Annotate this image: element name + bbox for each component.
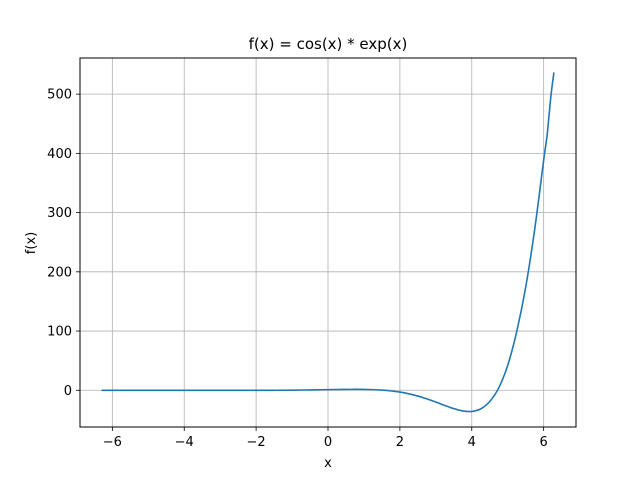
x-tick-label: 4 [468, 435, 476, 450]
y-axis-title: f(x) [24, 232, 39, 254]
y-tick-label: 400 [47, 147, 72, 162]
x-axis-title: x [324, 456, 332, 471]
grid [80, 58, 576, 427]
y-tick-label: 500 [47, 88, 72, 103]
x-tick-label: −4 [175, 435, 194, 450]
series-line-0 [101, 72, 555, 413]
ticks: −6 −4 −2 0 2 4 6 0 100 200 300 400 500 [47, 88, 548, 450]
x-tick-label: 0 [324, 435, 332, 450]
x-tick-label: −6 [103, 435, 122, 450]
x-tick-label: 6 [540, 435, 548, 450]
y-tick-label: 0 [64, 384, 72, 399]
x-tick-label: 2 [396, 435, 404, 450]
y-tick-label: 200 [47, 265, 72, 280]
y-tick-label: 300 [47, 206, 72, 221]
x-tick-label: −2 [247, 435, 266, 450]
series-layer [101, 72, 555, 413]
chart-title: f(x) = cos(x) * exp(x) [249, 35, 408, 53]
y-tick-label: 100 [47, 325, 72, 340]
